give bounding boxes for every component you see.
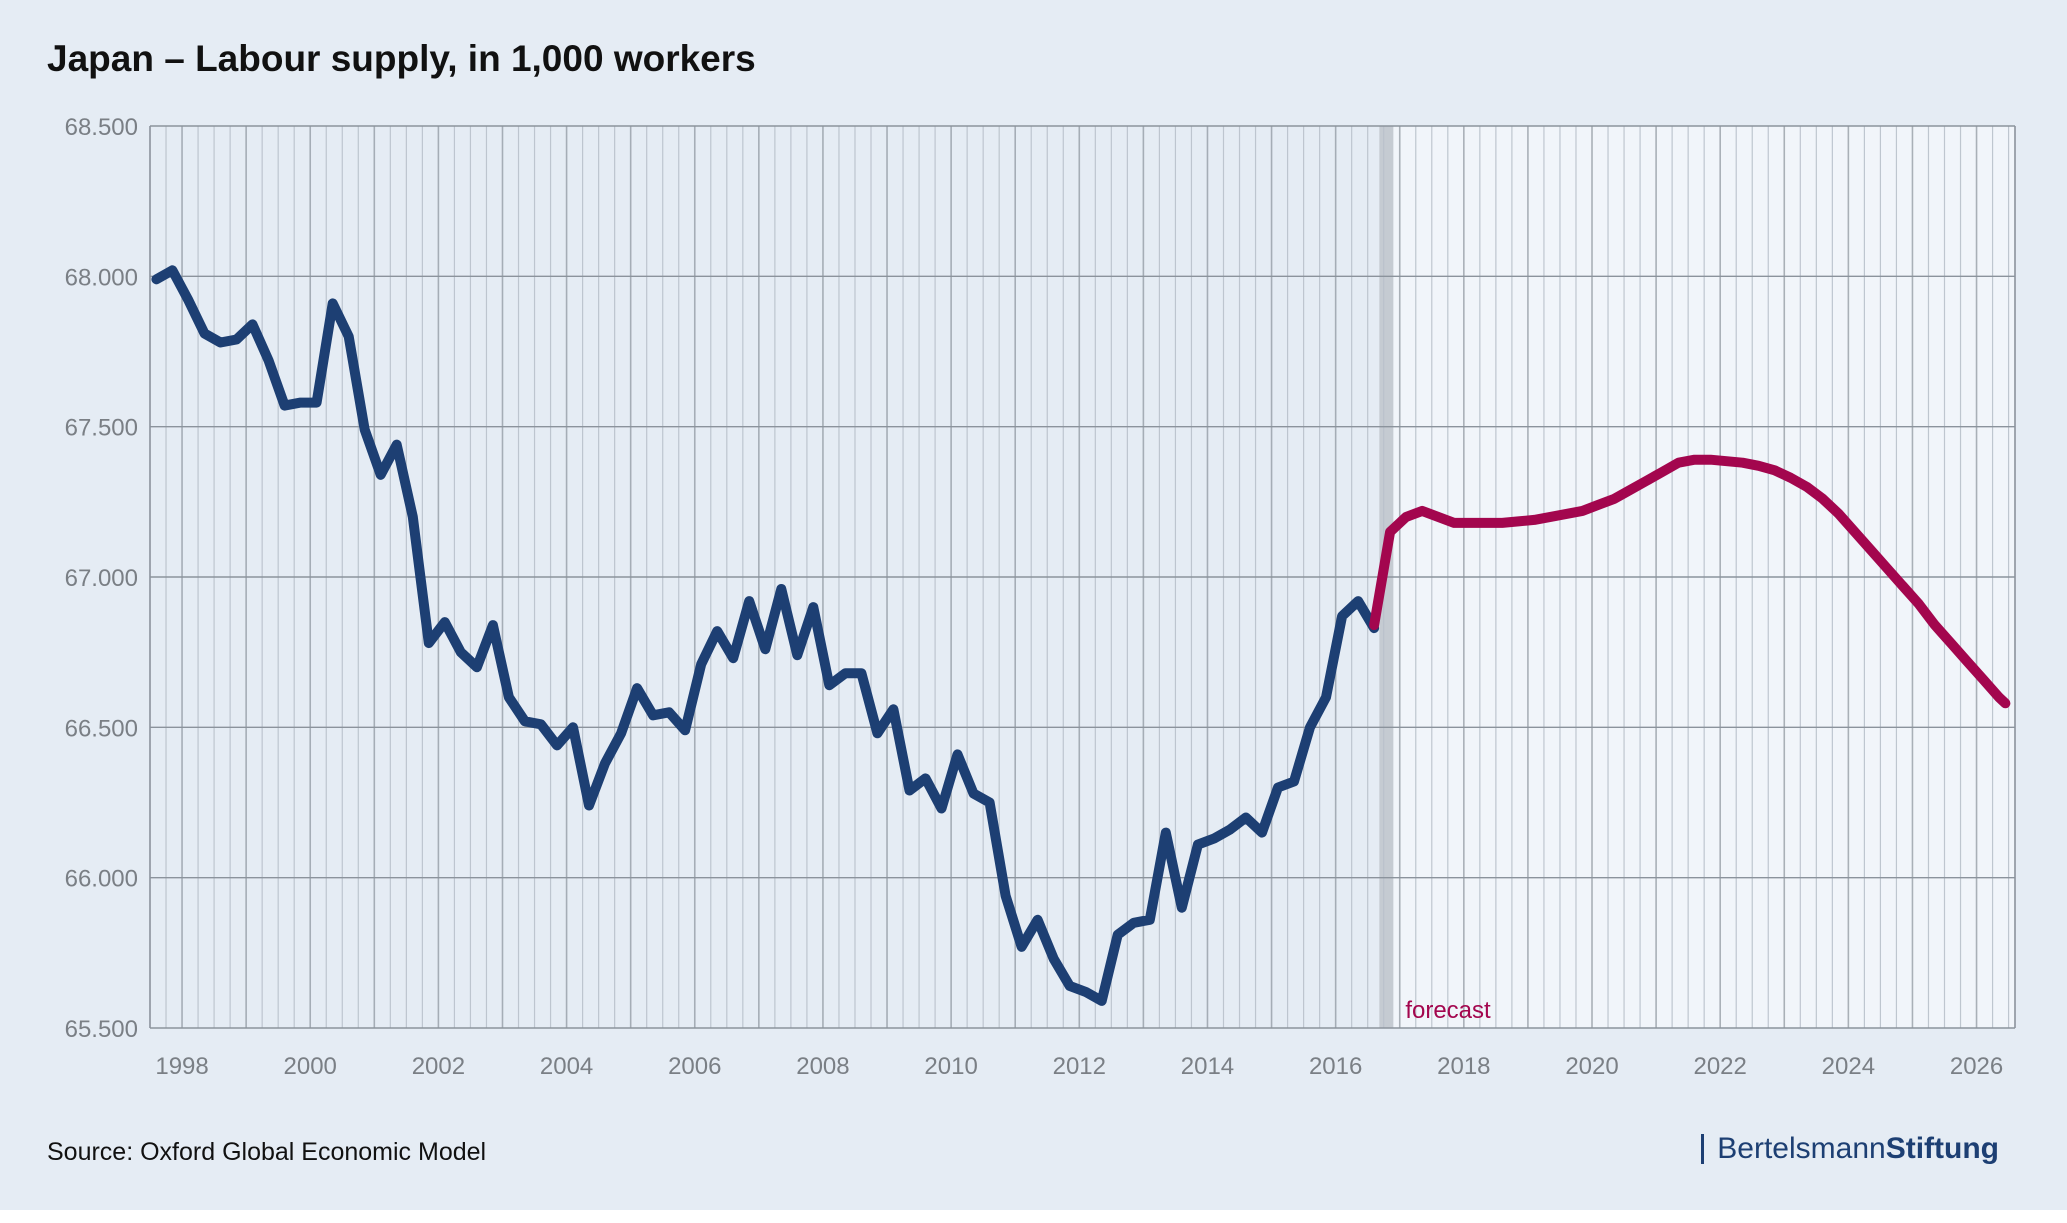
x-tick-label: 1998	[155, 1053, 208, 1080]
x-tick-label: 2024	[1822, 1053, 1875, 1080]
historical-series-line	[151, 265, 1380, 1006]
forecast-series-line	[1369, 454, 2011, 709]
x-tick-label: 2016	[1309, 1053, 1362, 1080]
y-tick-label: 68.500	[65, 114, 138, 141]
forecast-annotation: forecast	[1405, 997, 1491, 1024]
x-tick-label: 2004	[540, 1053, 593, 1080]
x-tick-label: 2026	[1950, 1053, 2003, 1080]
y-tick-label: 66.500	[65, 715, 138, 742]
x-tick-label: 2022	[1693, 1053, 1746, 1080]
publisher-logo: BertelsmannStiftung	[1701, 1134, 1999, 1164]
x-tick-label: 2020	[1565, 1053, 1618, 1080]
series-lines	[151, 265, 2011, 1006]
x-tick-label: 2002	[412, 1053, 465, 1080]
y-tick-label: 67.500	[65, 415, 138, 442]
x-tick-label: 2008	[796, 1053, 849, 1080]
y-tick-label: 67.000	[65, 565, 138, 592]
y-axis-ticks: 65.500 66.000 66.500 67.000 67.500 68.000 68.5…	[65, 114, 138, 1043]
y-tick-label: 65.500	[65, 1016, 138, 1043]
x-tick-label: 2010	[924, 1053, 977, 1080]
y-tick-label: 66.000	[65, 866, 138, 893]
x-tick-label: 2012	[1053, 1053, 1106, 1080]
x-axis-ticks: 1998 2000 2002 2004 2006 2008 2010 2012 2014 2016…	[155, 1053, 2003, 1080]
x-tick-label: 2006	[668, 1053, 721, 1080]
logo-text-part1: Bertelsmann	[1717, 1132, 1886, 1165]
chart-title: Japan – Labour supply, in 1,000 workers	[47, 38, 756, 79]
x-tick-label: 2018	[1437, 1053, 1490, 1080]
source-note: Source: Oxford Global Economic Model	[47, 1138, 487, 1166]
x-tick-label: 2000	[284, 1053, 337, 1080]
logo-text-part2: Stiftung	[1885, 1132, 1999, 1165]
y-tick-label: 68.000	[65, 264, 138, 291]
x-tick-label: 2014	[1181, 1053, 1234, 1080]
